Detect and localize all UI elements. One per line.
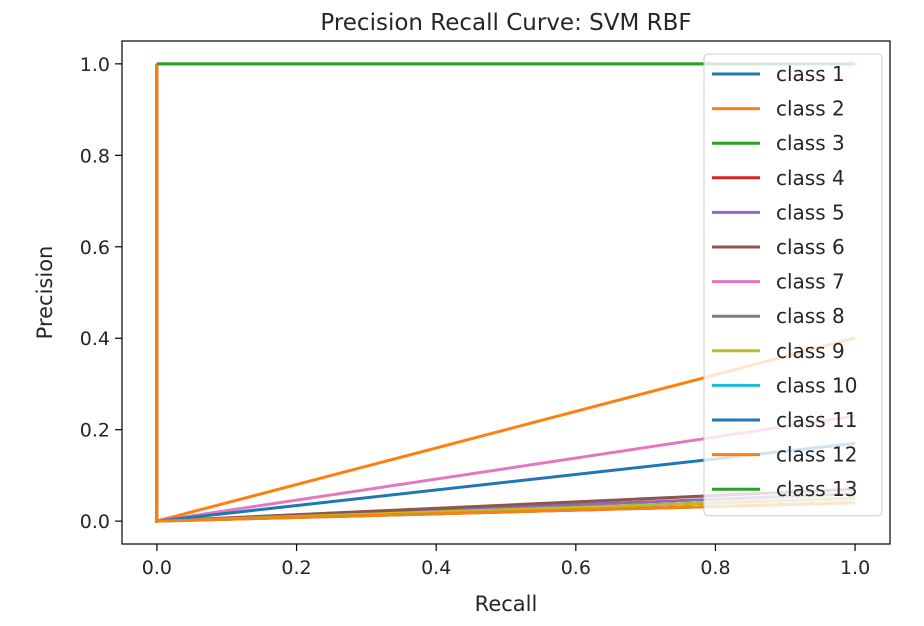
y-tick-label: 0.0 (80, 511, 110, 533)
legend-label-class-6: class 6 (776, 235, 845, 259)
legend-label-class-9: class 9 (776, 339, 845, 363)
legend-label-class-13: class 13 (776, 477, 857, 501)
y-tick-label: 0.6 (80, 237, 110, 259)
legend-label-class-5: class 5 (776, 200, 845, 224)
legend-label-class-8: class 8 (776, 304, 845, 328)
legend-label-class-4: class 4 (776, 166, 845, 190)
legend-label-class-12: class 12 (776, 443, 857, 467)
legend-label-class-10: class 10 (776, 373, 857, 397)
legend-label-class-7: class 7 (776, 270, 845, 294)
plot-frame (121, 40, 891, 545)
series-line-class-12 (155, 63, 856, 523)
x-tick-label: 0.4 (421, 557, 451, 579)
x-tick-label: 0.6 (561, 557, 591, 579)
x-tick-label: 0.2 (281, 557, 311, 579)
legend: class 1 class 2 class 3 class 4 class 5 class… (703, 53, 883, 517)
y-tick-label: 0.2 (80, 420, 110, 442)
legend-label-class-11: class 11 (776, 408, 857, 432)
x-tick-label: 0.8 (700, 557, 730, 579)
y-axis-label: Precision (33, 246, 57, 340)
legend-label-class-1: class 1 (776, 62, 845, 86)
legend-label-class-3: class 3 (776, 131, 845, 155)
y-tick-label: 0.8 (80, 145, 110, 167)
x-tick-label: 1.0 (840, 557, 870, 579)
x-axis-ticks: 0.0 0.2 0.4 0.6 0.8 1.0 (142, 544, 870, 579)
legend-box (703, 53, 883, 517)
chart-title: Precision Recall Curve: SVM RBF (320, 10, 691, 36)
y-tick-label: 0.4 (80, 328, 110, 350)
x-axis-label: Recall (475, 592, 538, 616)
y-tick-label: 1.0 (80, 54, 110, 76)
x-tick-label: 0.0 (142, 557, 172, 579)
legend-label-class-2: class 2 (776, 97, 845, 121)
y-axis-ticks: 0.0 0.2 0.4 0.6 0.8 1.0 (80, 54, 122, 533)
